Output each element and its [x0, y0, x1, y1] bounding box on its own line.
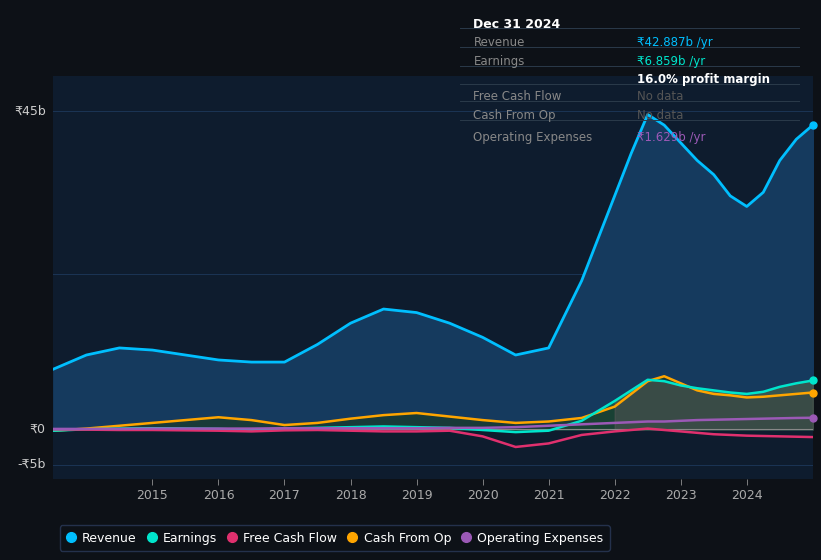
Text: ₹45b: ₹45b [14, 105, 46, 118]
Point [806, 120, 819, 129]
Legend: Revenue, Earnings, Free Cash Flow, Cash From Op, Operating Expenses: Revenue, Earnings, Free Cash Flow, Cash … [60, 525, 610, 551]
Text: Revenue: Revenue [474, 36, 525, 49]
Text: ₹6.859b /yr: ₹6.859b /yr [637, 55, 705, 68]
Text: Dec 31 2024: Dec 31 2024 [474, 18, 561, 31]
Text: 16.0% profit margin: 16.0% profit margin [637, 73, 770, 86]
Point [806, 376, 819, 385]
Point [806, 413, 819, 422]
Text: Earnings: Earnings [474, 55, 525, 68]
Point [806, 388, 819, 397]
Text: Operating Expenses: Operating Expenses [474, 131, 593, 144]
Text: ₹0: ₹0 [30, 423, 46, 436]
Text: -₹5b: -₹5b [17, 458, 46, 471]
Text: No data: No data [637, 109, 683, 122]
Text: Cash From Op: Cash From Op [474, 109, 556, 122]
Text: ₹1.629b /yr: ₹1.629b /yr [637, 131, 705, 144]
Text: ₹42.887b /yr: ₹42.887b /yr [637, 36, 713, 49]
Text: Free Cash Flow: Free Cash Flow [474, 90, 562, 104]
Text: No data: No data [637, 90, 683, 104]
